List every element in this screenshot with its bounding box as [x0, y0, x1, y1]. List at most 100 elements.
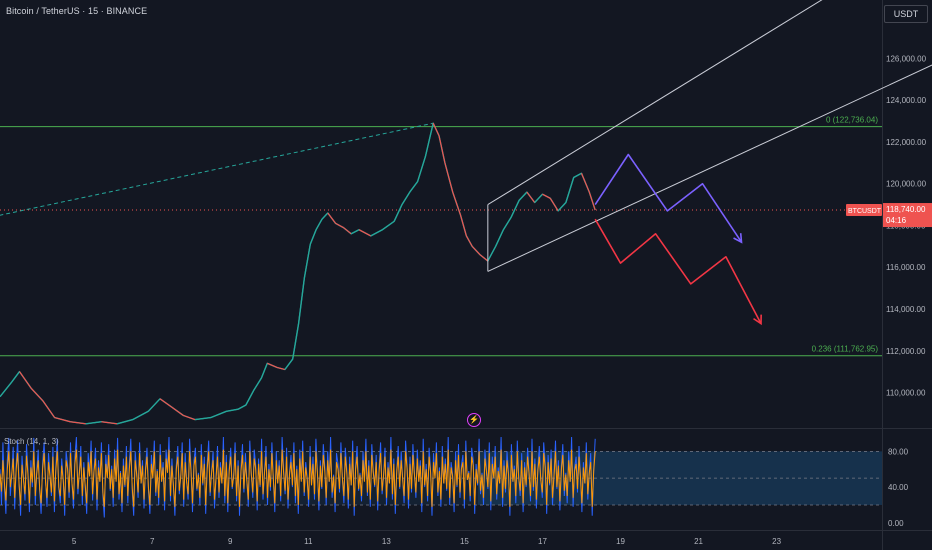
- price-segment: [116, 419, 133, 425]
- price-segment: [401, 191, 411, 205]
- price-segment: [297, 277, 306, 324]
- price-segment: [588, 191, 596, 211]
- price-segment: [573, 172, 582, 178]
- x-tick-label: 23: [772, 537, 781, 546]
- lightning-icon[interactable]: ⚡: [467, 413, 481, 427]
- countdown-timer: 04:16: [886, 216, 907, 225]
- price-segment: [0, 381, 13, 398]
- channel-upper-line[interactable]: [487, 0, 835, 206]
- stochastic-label: Stoch (14, 1, 3): [4, 437, 59, 446]
- price-segment: [417, 156, 426, 182]
- price-segment: [171, 406, 184, 416]
- price-segment: [438, 135, 446, 163]
- x-tick-label: 7: [150, 537, 155, 546]
- stoch-tick-label: 40.00: [888, 483, 909, 492]
- price-segment: [510, 200, 520, 218]
- x-tick-label: 15: [460, 537, 469, 546]
- currency-button[interactable]: USDT: [884, 5, 928, 23]
- price-segment: [183, 414, 196, 421]
- price-segment: [85, 421, 102, 425]
- bullish-scenario-path-arrowhead: [733, 233, 743, 244]
- channel-lower-line[interactable]: [487, 38, 932, 272]
- y-tick-label: 112,000.00: [886, 347, 926, 356]
- y-tick-label: 124,000.00: [886, 96, 927, 105]
- price-segment: [70, 421, 86, 425]
- x-tick-label: 9: [228, 537, 233, 546]
- price-segment: [343, 227, 352, 235]
- price-segment: [321, 212, 329, 220]
- price-segment: [11, 371, 20, 383]
- price-segment: [502, 216, 512, 230]
- price-segment: [335, 222, 344, 229]
- stoch-tick-label: 80.00: [888, 447, 909, 456]
- price-segment: [309, 229, 317, 245]
- stoch-d-line: [0, 449, 596, 507]
- x-tick-label: 11: [304, 537, 313, 546]
- x-tick-label: 17: [538, 537, 547, 546]
- symbol-tag: [846, 204, 882, 217]
- price-segment: [534, 193, 543, 203]
- price-segment: [253, 377, 262, 391]
- price-segment: [350, 229, 360, 235]
- bearish-scenario-path[interactable]: [594, 218, 762, 324]
- bullish-scenario-path[interactable]: [594, 153, 743, 243]
- price-segment: [424, 123, 434, 157]
- y-tick-label: 114,000.00: [886, 305, 926, 314]
- price-segment: [101, 421, 118, 425]
- price-segment: [226, 408, 239, 412]
- price-segment: [315, 218, 323, 230]
- price-segment: [303, 244, 311, 278]
- x-tick-label: 5: [72, 537, 77, 546]
- price-segment: [557, 202, 567, 212]
- y-tick-label: 120,000.00: [886, 180, 927, 189]
- price-segment: [210, 410, 227, 419]
- price-segment: [471, 245, 481, 256]
- y-tick-label: 116,000.00: [886, 263, 926, 272]
- price-segment: [409, 181, 419, 193]
- price-segment: [195, 416, 211, 421]
- y-tick-label: 126,000.00: [886, 54, 927, 63]
- fib-level-0-label: 0 (122,736.04): [826, 116, 878, 125]
- bearish-scenario-path-arrowhead: [753, 314, 762, 326]
- price-segment: [237, 404, 247, 410]
- price-segment: [370, 229, 383, 237]
- price-segment: [292, 323, 300, 360]
- stoch-tick-label: 0.00: [888, 519, 904, 528]
- price-segment: [132, 410, 149, 421]
- price-segment: [267, 362, 278, 369]
- y-tick-label: 122,000.00: [886, 138, 927, 147]
- y-tick-label: 110,000.00: [886, 389, 926, 398]
- price-segment: [284, 358, 294, 370]
- dashed-trend-line[interactable]: [0, 122, 434, 240]
- price-segment: [542, 193, 551, 199]
- price-segment: [147, 398, 161, 412]
- x-tick-label: 13: [382, 537, 391, 546]
- price-segment: [19, 371, 32, 389]
- fib-level-236-label: 0.236 (111,762.95): [812, 345, 879, 354]
- price-segment: [444, 162, 454, 193]
- price-segment: [565, 177, 575, 203]
- price-segment: [518, 191, 528, 201]
- price-segment: [382, 220, 395, 231]
- price-segment: [432, 122, 440, 136]
- price-segment: [54, 416, 71, 423]
- price-segment: [393, 204, 403, 222]
- price-segment: [30, 387, 44, 402]
- last-price-tag: [883, 203, 932, 228]
- price-segment: [549, 198, 559, 212]
- price-segment: [479, 254, 489, 262]
- x-tick-label: 21: [694, 537, 703, 546]
- price-segment: [42, 400, 56, 418]
- price-segment: [245, 390, 255, 406]
- price-segment: [159, 398, 173, 408]
- symbol-tag-text: BTCUSDT: [848, 208, 882, 215]
- price-segment: [487, 246, 497, 262]
- price-segment: [495, 229, 504, 247]
- x-tick-label: 19: [616, 537, 625, 546]
- price-segment: [276, 366, 286, 371]
- price-segment: [327, 212, 337, 224]
- price-segment: [465, 235, 473, 247]
- chart-title: Bitcoin / TetherUS · 15 · BINANCE: [6, 6, 148, 16]
- price-segment: [452, 191, 462, 216]
- last-price-value: 118,740.00: [886, 205, 926, 214]
